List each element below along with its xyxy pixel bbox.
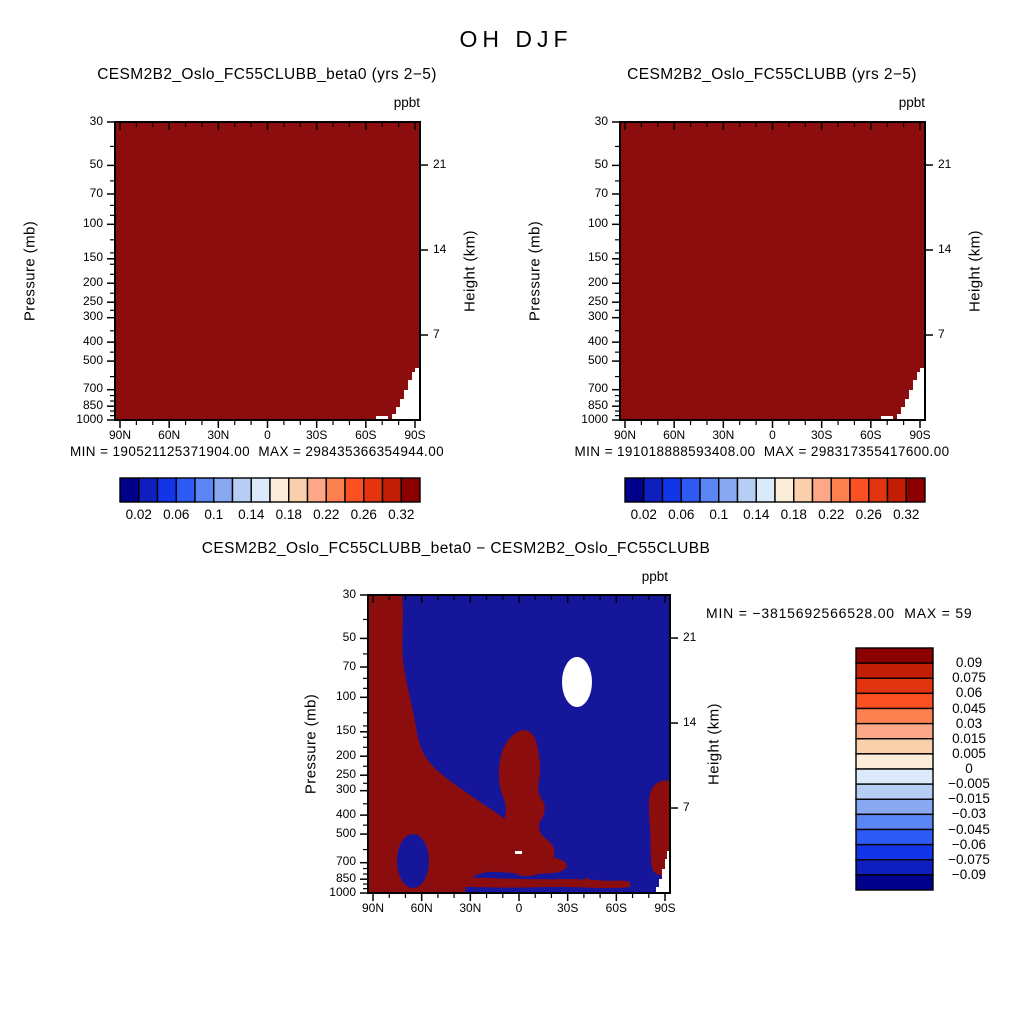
colorbar-segment [855,738,934,755]
panel-bottom-height-axis-title: Height (km) [705,703,723,785]
panel-top-right-units: ppbt [898,95,925,110]
panel-top-left-pressure-axis-title: Pressure (mb) [21,220,39,322]
colorbar-segment [793,477,814,503]
colorbar-segment [774,477,795,503]
colorbar-segment [643,477,664,503]
panel-top-left-height-axis-title: Height (km) [461,230,479,312]
near-zero-blob [562,657,592,707]
colorbar-segment [868,477,889,503]
diff-positive-region-right [649,780,670,877]
panel-bottom-pressure-axis-title: Pressure (mb) [302,693,320,795]
panel-bottom-units: ppbt [641,569,668,584]
colorbar-segment [661,477,682,503]
contour-field-saturated-red [620,122,925,420]
colorbar-segment [288,477,309,503]
colorbar-segment [699,477,720,503]
colorbar-segment [855,707,934,725]
colorbar-segment [849,477,870,503]
colorbar-segment [855,647,934,664]
colorbar-segment [680,477,701,503]
colorbar-segment [624,477,645,503]
near-zero-speck [515,851,522,854]
terrain-steps [392,368,420,420]
colorbar-segment [855,692,934,710]
terrain-steps [656,851,670,893]
colorbar-segment [250,477,271,503]
panel-bottom-minmax: MIN = −3815692566528.00 MAX = 59 [706,605,973,621]
figure-main-title: OH DJF [459,26,573,52]
colorbar-segment [119,477,140,503]
panel-top-right-minmax: MIN = 191018888593408.00 MAX = 298317355… [574,444,950,459]
colorbar-segment [855,783,934,800]
colorbar-segment [269,477,290,503]
colorbar-segment [855,768,934,785]
colorbar-segment [811,477,832,503]
colorbar-segment [855,813,934,831]
colorbar-segment [855,677,934,695]
colorbar-segment [306,477,327,503]
colorbar-segment [381,477,402,503]
colorbar-segment [156,477,177,503]
panel-top-right-height-axis-title: Height (km) [966,230,984,312]
colorbar-segment [855,662,934,679]
diff-positive-region-left [368,595,567,893]
colorbar-segment [231,477,252,503]
panel-bottom-title: CESM2B2_Oslo_FC55CLUBB_beta0 − CESM2B2_O… [201,540,711,557]
diff-positive-bump [580,877,596,887]
colorbar-segment [194,477,215,503]
diff-negative-blob [397,834,429,888]
colorbar-segment [344,477,365,503]
colorbar-segment [855,798,934,816]
colorbar-segment [855,722,934,740]
panel-top-left-minmax: MIN = 190521125371904.00 MAX = 298435366… [69,444,445,459]
colorbar-segment [138,477,159,503]
colorbar-segment [886,477,907,503]
colorbar-segment [363,477,384,503]
colorbar-segment [736,477,757,503]
colorbar-segment [718,477,739,503]
panel-top-right-title: CESM2B2_Oslo_FC55CLUBB (yrs 2−5) [627,66,917,83]
diff-positive-surface-band [428,877,630,889]
colorbar-segment [325,477,346,503]
colorbar-segment [830,477,851,503]
colorbar-segment [905,477,926,503]
panel-top-left-units: ppbt [393,95,420,110]
colorbar-segment [400,477,421,503]
colorbar-segment [855,843,934,861]
colorbar-segment [855,753,934,770]
contour-field-saturated-red [115,122,420,420]
colorbar-segment [855,828,934,846]
diff-positive-tongue [498,730,555,877]
panel-top-right-pressure-axis-title: Pressure (mb) [526,220,544,322]
colorbar-segment [855,859,934,876]
colorbar-segment [755,477,776,503]
terrain-steps [897,368,925,420]
colorbar-segment [213,477,234,503]
colorbar-segment [855,874,934,891]
colorbar-segment [175,477,196,503]
panel-top-left-title: CESM2B2_Oslo_FC55CLUBB_beta0 (yrs 2−5) [97,66,437,83]
